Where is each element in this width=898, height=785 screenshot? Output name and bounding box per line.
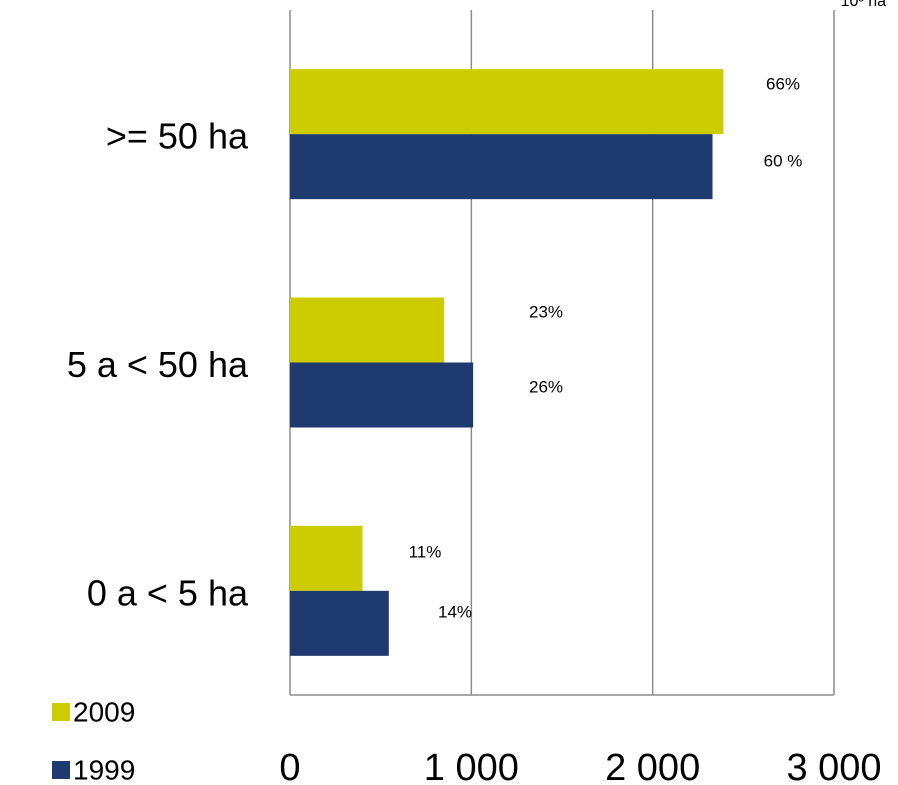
y-tick-label: 0 a < 5 ha	[87, 572, 249, 613]
unit-label: 10³ ha	[841, 0, 886, 10]
legend-label: 1999	[73, 754, 135, 785]
bar	[290, 525, 363, 591]
legend-label: 2009	[73, 696, 135, 727]
annotation: 60 %	[764, 151, 803, 170]
annotation: 11%	[409, 542, 442, 561]
bar	[290, 297, 445, 363]
bar	[290, 134, 713, 200]
bar	[290, 590, 389, 656]
y-tick-label: 5 a < 50 ha	[67, 344, 249, 385]
legend-swatch	[52, 703, 70, 721]
legend-swatch	[52, 761, 70, 779]
x-tick-label: 0	[279, 747, 300, 785]
annotation: 14%	[438, 602, 472, 621]
bar	[290, 69, 724, 135]
annotation: 26%	[529, 377, 563, 396]
annotation: 23%	[529, 302, 563, 321]
x-tick-label: 2 000	[605, 747, 700, 785]
y-tick-label: >= 50 ha	[106, 116, 249, 157]
x-tick-label: 3 000	[786, 747, 881, 785]
bar	[290, 362, 474, 428]
x-tick-label: 1 000	[424, 747, 519, 785]
annotation: 66%	[766, 74, 800, 93]
